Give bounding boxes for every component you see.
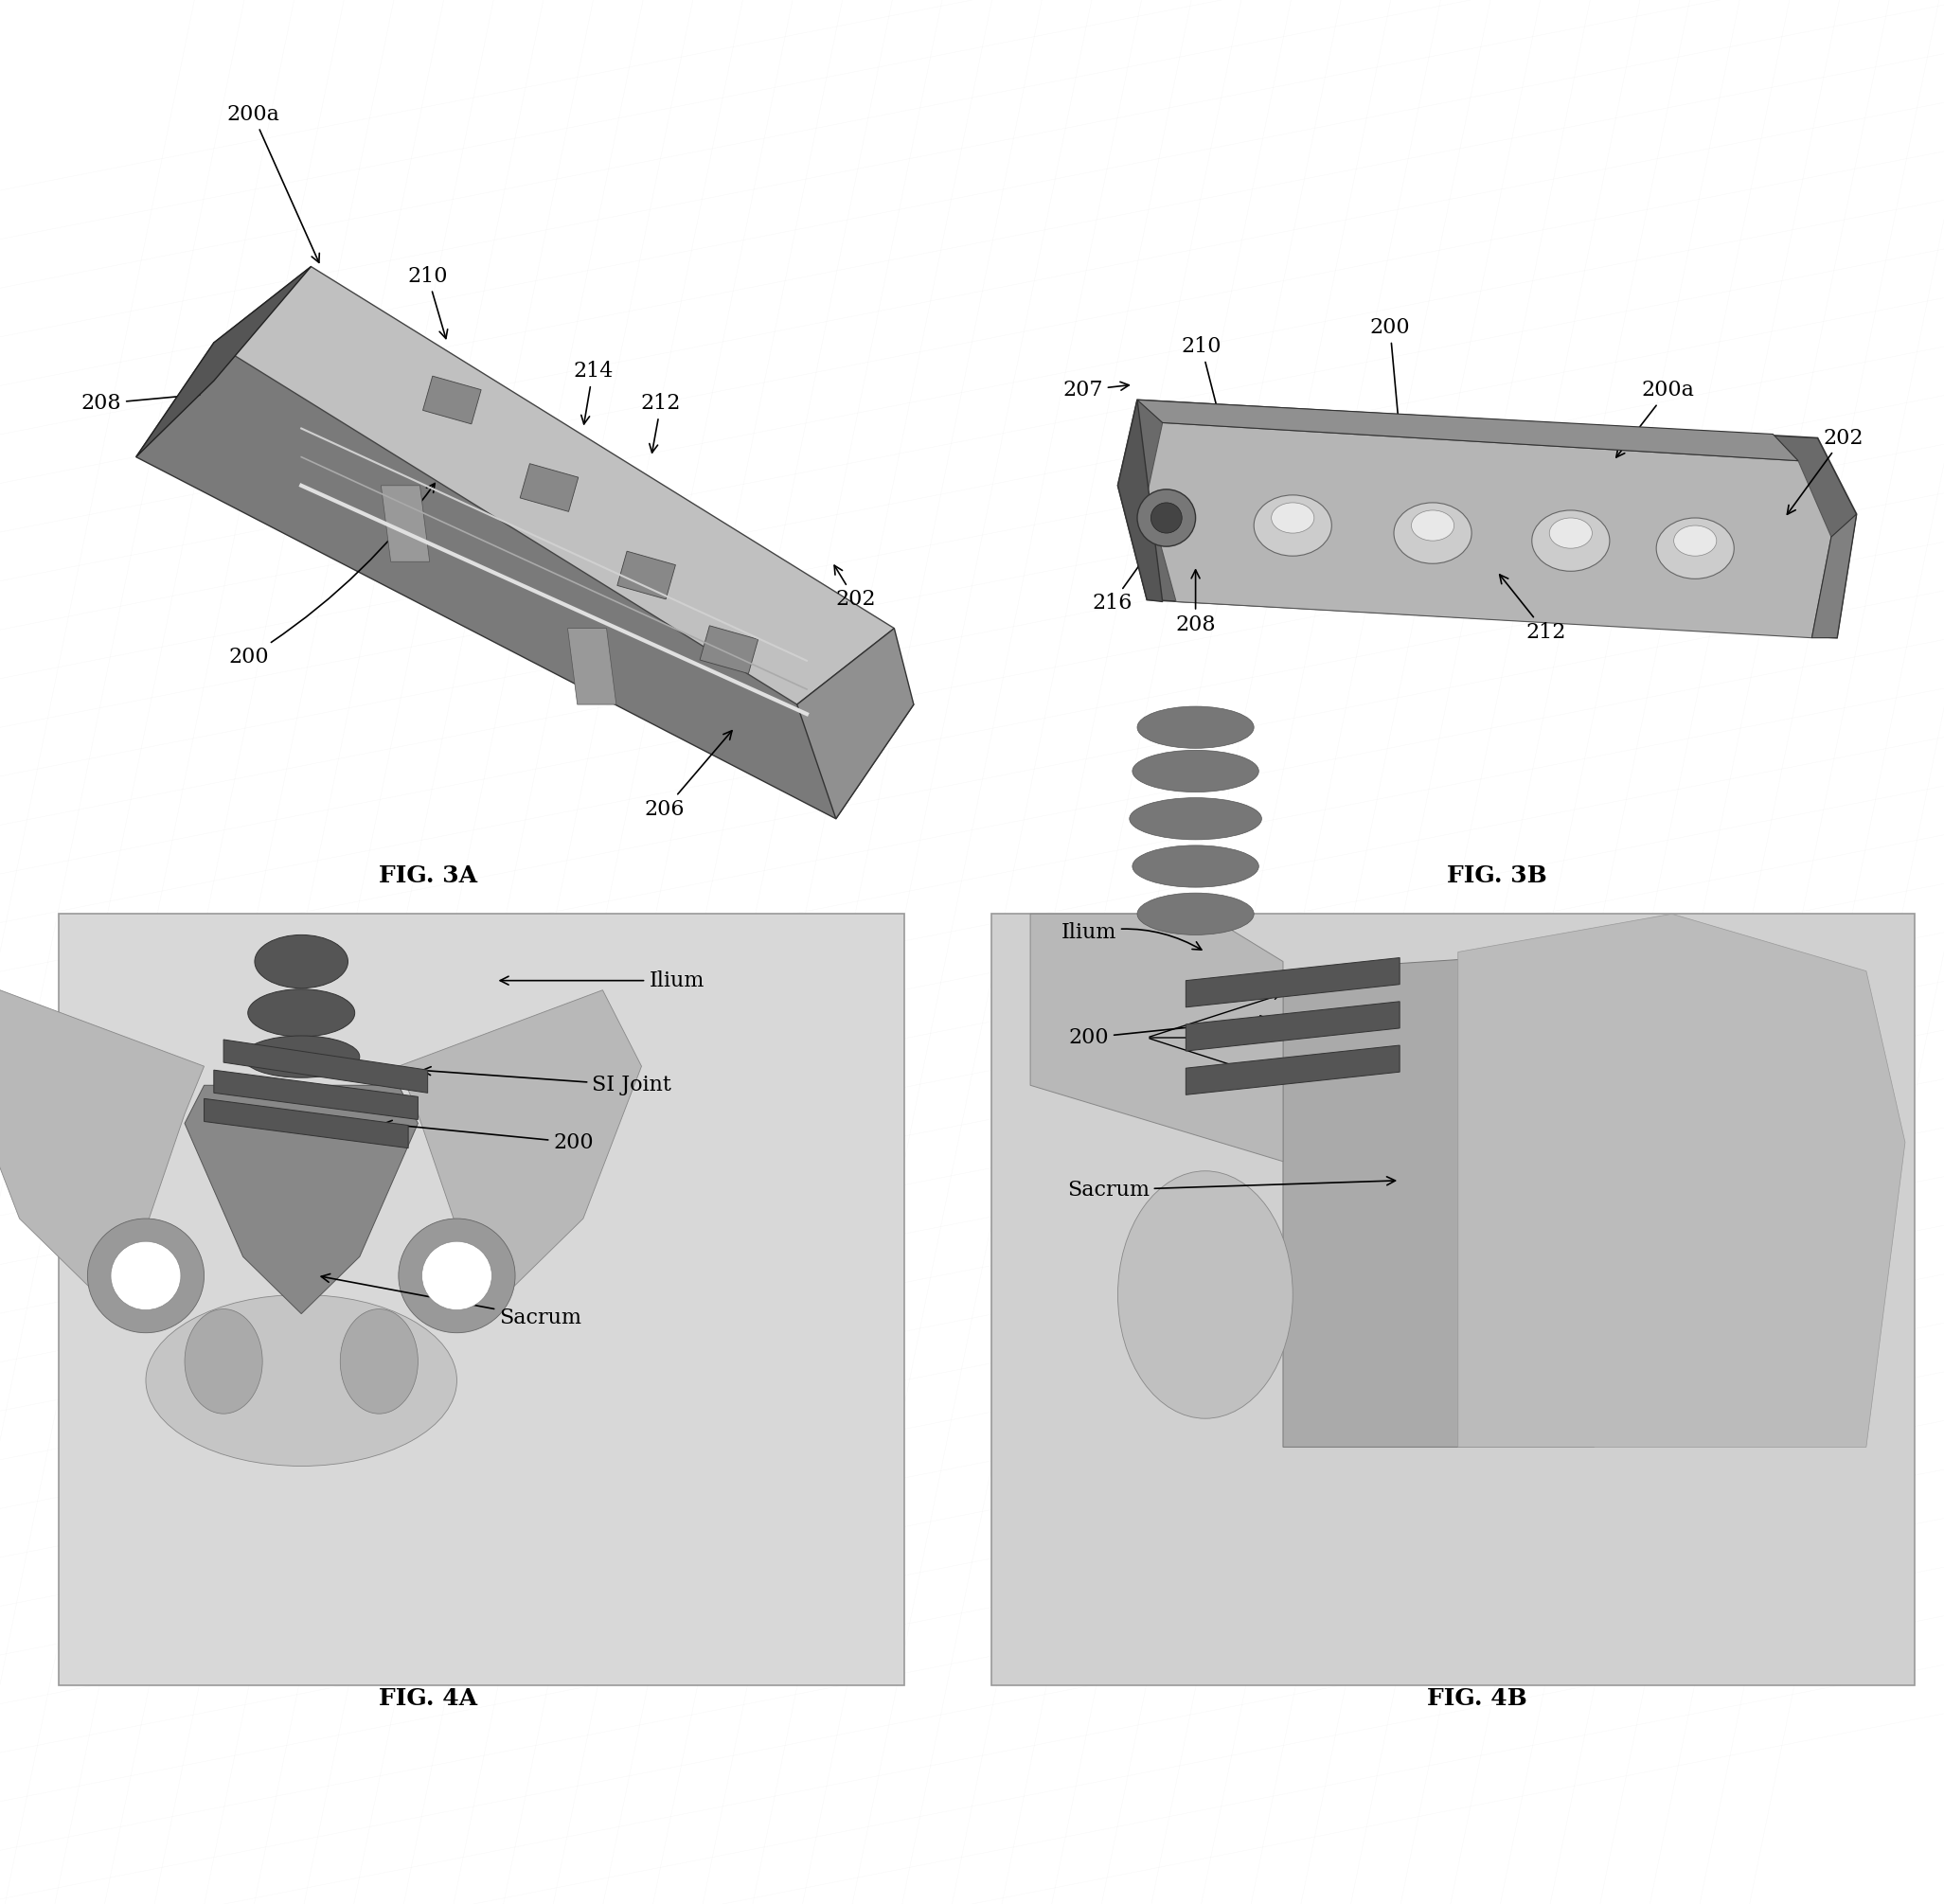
Polygon shape xyxy=(700,626,758,674)
FancyBboxPatch shape xyxy=(58,914,904,1685)
Ellipse shape xyxy=(185,1310,262,1413)
Circle shape xyxy=(1151,503,1182,533)
Polygon shape xyxy=(1458,914,1905,1447)
Ellipse shape xyxy=(1118,1171,1293,1418)
Text: FIG. 4A: FIG. 4A xyxy=(379,1687,476,1710)
Text: 202: 202 xyxy=(1787,428,1862,514)
Polygon shape xyxy=(1186,1002,1400,1051)
Polygon shape xyxy=(185,1085,418,1314)
Text: 206: 206 xyxy=(645,731,733,819)
Text: 207: 207 xyxy=(1063,381,1129,400)
Polygon shape xyxy=(381,486,430,562)
Ellipse shape xyxy=(1271,503,1314,533)
Text: FIG. 3B: FIG. 3B xyxy=(1446,864,1547,887)
Ellipse shape xyxy=(1394,503,1472,564)
Ellipse shape xyxy=(1411,510,1454,541)
Text: Ilium: Ilium xyxy=(1061,923,1201,950)
Text: FIG. 4B: FIG. 4B xyxy=(1427,1687,1528,1710)
Ellipse shape xyxy=(1674,526,1717,556)
Polygon shape xyxy=(1030,914,1283,1161)
Text: 210: 210 xyxy=(408,267,447,339)
Text: 216: 216 xyxy=(1093,550,1151,613)
Polygon shape xyxy=(224,1040,428,1093)
Text: Ilium: Ilium xyxy=(500,971,704,990)
Ellipse shape xyxy=(146,1295,457,1466)
Text: Sacrum: Sacrum xyxy=(1067,1177,1396,1200)
Text: 202: 202 xyxy=(834,565,875,609)
Polygon shape xyxy=(1118,400,1857,638)
Polygon shape xyxy=(0,990,204,1314)
Ellipse shape xyxy=(1137,893,1254,935)
Ellipse shape xyxy=(1656,518,1734,579)
Ellipse shape xyxy=(1131,845,1260,887)
Ellipse shape xyxy=(1549,518,1592,548)
Polygon shape xyxy=(568,628,616,704)
Text: 200: 200 xyxy=(383,1120,593,1152)
Polygon shape xyxy=(1137,400,1798,461)
Polygon shape xyxy=(399,990,642,1314)
Polygon shape xyxy=(136,267,311,457)
Text: 214: 214 xyxy=(573,362,612,425)
Circle shape xyxy=(87,1219,204,1333)
Polygon shape xyxy=(424,377,482,425)
Text: FIG. 3A: FIG. 3A xyxy=(379,864,476,887)
Polygon shape xyxy=(214,267,894,704)
Polygon shape xyxy=(618,552,677,600)
Polygon shape xyxy=(1812,514,1857,638)
Circle shape xyxy=(1137,489,1196,546)
Text: 200: 200 xyxy=(229,484,435,666)
Polygon shape xyxy=(204,1099,408,1148)
Ellipse shape xyxy=(1137,706,1254,748)
Ellipse shape xyxy=(1129,798,1262,840)
Ellipse shape xyxy=(1254,495,1332,556)
Text: 212: 212 xyxy=(1499,575,1565,642)
Text: Sacrum: Sacrum xyxy=(321,1274,581,1327)
Circle shape xyxy=(422,1241,492,1310)
Polygon shape xyxy=(1147,423,1831,638)
Ellipse shape xyxy=(340,1310,418,1413)
Text: 200: 200 xyxy=(1069,1015,1269,1047)
Ellipse shape xyxy=(1131,750,1260,792)
Polygon shape xyxy=(1186,1045,1400,1095)
Ellipse shape xyxy=(255,935,348,988)
FancyBboxPatch shape xyxy=(991,914,1915,1685)
Polygon shape xyxy=(214,1070,418,1120)
Polygon shape xyxy=(1118,400,1163,602)
Text: 208: 208 xyxy=(82,390,200,413)
Text: 200: 200 xyxy=(1371,318,1409,430)
Polygon shape xyxy=(519,465,579,512)
Text: SI Joint: SI Joint xyxy=(422,1066,671,1095)
Text: 210: 210 xyxy=(1182,337,1221,419)
Polygon shape xyxy=(1283,952,1633,1447)
Ellipse shape xyxy=(243,1036,360,1078)
Text: 208: 208 xyxy=(1176,569,1215,634)
Circle shape xyxy=(399,1219,515,1333)
Text: 200a: 200a xyxy=(226,105,319,263)
Circle shape xyxy=(111,1241,181,1310)
Text: 212: 212 xyxy=(642,394,680,453)
Polygon shape xyxy=(1186,958,1400,1007)
Text: 200a: 200a xyxy=(1615,381,1695,457)
Ellipse shape xyxy=(1532,510,1610,571)
Polygon shape xyxy=(797,628,914,819)
Polygon shape xyxy=(136,343,914,819)
Ellipse shape xyxy=(249,990,354,1036)
